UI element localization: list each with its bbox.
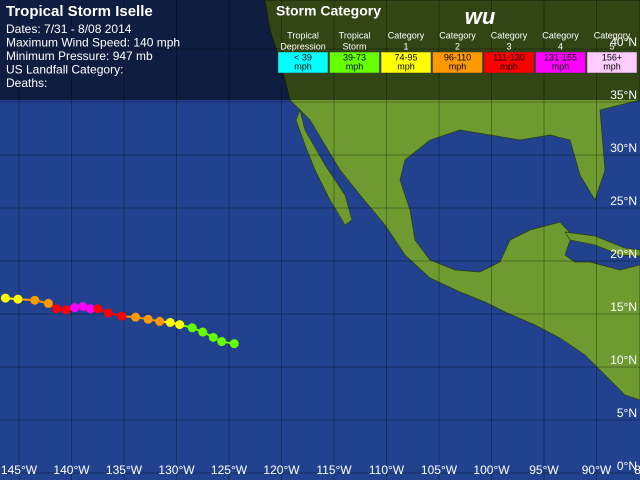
- legend-range: mph: [552, 61, 570, 71]
- legend-swatch: [380, 51, 432, 74]
- storm-title: Tropical Storm Iselle: [6, 3, 153, 20]
- legend-swatch: [329, 51, 380, 74]
- lat-label: 35°N: [610, 88, 637, 102]
- lat-label: 5°N: [617, 406, 637, 420]
- legend-swatch: [586, 51, 638, 74]
- legend-label: Depression: [280, 41, 326, 51]
- axis-labels: 145°W 140°W 135°W 130°W 125°W 120°W 115°W 110°W…: [1, 35, 640, 477]
- track-point: [208, 332, 218, 342]
- track-point: [13, 294, 23, 304]
- track-point: [93, 304, 103, 314]
- lat-label: 0°N: [617, 459, 637, 473]
- track-point: [155, 316, 165, 326]
- track-point: [117, 311, 127, 321]
- storm-track: [0, 293, 239, 349]
- track-point: [131, 312, 141, 322]
- lat-label: 40°N: [610, 35, 637, 49]
- legend-label: Tropical: [287, 30, 319, 40]
- track-point: [198, 327, 208, 337]
- track-point: [30, 295, 40, 305]
- track-point: [85, 304, 95, 314]
- lon-label: 95°W: [529, 463, 559, 477]
- legend-label: 5: [609, 41, 614, 51]
- lon-label: 110°W: [369, 463, 405, 477]
- header-overlay: [0, 0, 640, 100]
- lon-label: 135°W: [106, 463, 143, 477]
- info-line: Minimum Pressure: 947 mb: [6, 49, 153, 63]
- legend-label: 3: [506, 41, 511, 51]
- legend-range: 96-110: [444, 52, 471, 62]
- legend-label: Category: [491, 30, 528, 40]
- legend-label: 1: [403, 41, 408, 51]
- legend-label: Storm: [342, 41, 366, 51]
- legend-title: Storm Category: [276, 3, 381, 19]
- legend-range: mph: [397, 61, 415, 71]
- lon-label: 105°W: [421, 463, 458, 477]
- info-line: Dates: 7/31 - 8/08 2014: [6, 22, 132, 36]
- legend-range: 74-95: [394, 52, 417, 62]
- legend-range: 39-73: [343, 52, 366, 62]
- lon-label: 120°W: [263, 463, 300, 477]
- legend-range: 131-155: [544, 52, 577, 62]
- track-point: [43, 298, 53, 308]
- track-point: [217, 337, 227, 347]
- legend-label: Category: [439, 30, 476, 40]
- track-point: [61, 305, 71, 315]
- track-point: [52, 304, 62, 314]
- logo: wu: [465, 4, 496, 29]
- legend-label: Category: [388, 30, 425, 40]
- baja-california: [295, 108, 353, 226]
- track-point: [143, 314, 153, 324]
- lon-label: 90°W: [582, 463, 612, 477]
- info-line: Maximum Wind Speed: 140 mph: [6, 36, 180, 50]
- lon-label: 100°W: [473, 463, 510, 477]
- lat-label: 30°N: [610, 141, 637, 155]
- legend-range: 111-130: [493, 52, 525, 62]
- legend-label: 2: [455, 41, 460, 51]
- legend-range: 156+: [602, 52, 622, 62]
- track-point: [187, 323, 197, 333]
- legend-range: mph: [603, 61, 621, 71]
- legend-label: Tropical: [339, 30, 371, 40]
- legend-label: Category: [594, 30, 631, 40]
- lon-label: 115°W: [316, 463, 352, 477]
- lon-label: 140°W: [53, 463, 90, 477]
- legend-range: mph: [500, 61, 518, 71]
- track-point: [175, 320, 185, 330]
- legend-range: mph: [294, 61, 312, 71]
- track-point: [165, 317, 175, 327]
- lat-label: 20°N: [610, 247, 637, 261]
- legend-range: mph: [449, 61, 467, 71]
- legend-range: mph: [346, 61, 364, 71]
- track-point: [78, 302, 88, 312]
- track-point: [70, 303, 80, 313]
- legend-swatch: [277, 51, 329, 74]
- info-line: Deaths:: [6, 76, 47, 90]
- legend-swatch: [432, 51, 483, 74]
- lat-label: 10°N: [610, 353, 637, 367]
- legend-range: < 39: [294, 52, 312, 62]
- legend-swatch: [535, 51, 586, 74]
- lon-label: 145°W: [1, 463, 38, 477]
- lat-label: 15°N: [610, 300, 637, 314]
- lon-label: 130°W: [158, 463, 195, 477]
- lat-label: 25°N: [610, 194, 637, 208]
- cuba: [564, 231, 640, 257]
- legend-label: 4: [558, 41, 563, 51]
- legend-label: Category: [542, 30, 579, 40]
- lon-label: 85°W: [634, 463, 640, 477]
- info-line: US Landfall Category:: [6, 63, 123, 77]
- track-point: [103, 308, 113, 318]
- legend-swatch: [483, 51, 535, 74]
- lon-label: 125°W: [211, 463, 248, 477]
- track-point: [229, 339, 239, 349]
- track-point: [0, 293, 10, 303]
